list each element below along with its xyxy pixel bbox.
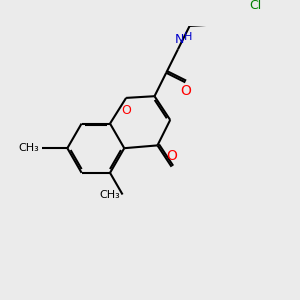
Text: N: N <box>175 33 184 46</box>
Text: CH₃: CH₃ <box>19 143 40 153</box>
Text: O: O <box>180 85 191 98</box>
Text: CH₃: CH₃ <box>99 190 120 200</box>
Text: Cl: Cl <box>249 0 261 12</box>
Text: H: H <box>184 32 192 42</box>
Text: O: O <box>122 104 132 117</box>
Text: O: O <box>166 149 177 163</box>
